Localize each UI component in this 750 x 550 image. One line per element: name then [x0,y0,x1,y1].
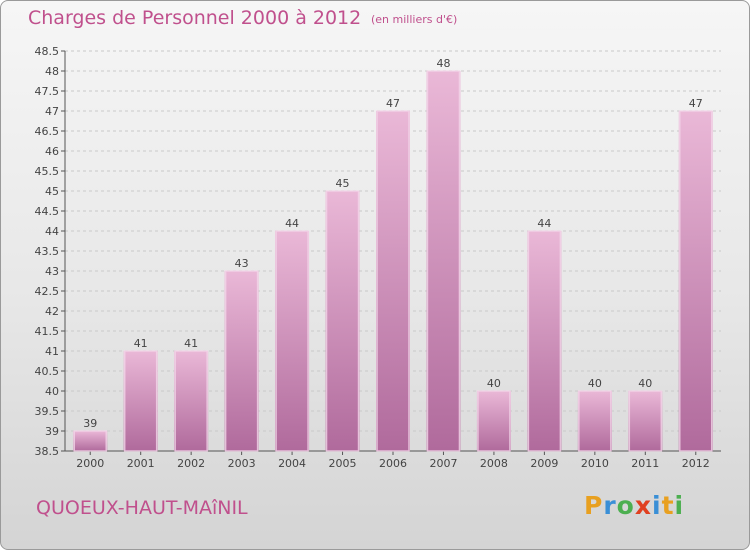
logo-letter: o [616,491,635,520]
bar-2001 [123,351,158,451]
data-label: 41 [184,337,198,350]
data-label: 44 [537,217,551,230]
bar-highlight [73,430,107,452]
y-tick-label: 48.5 [35,45,60,58]
y-tick-label: 46 [45,145,59,158]
bar-highlight [376,110,410,452]
y-tick-label: 43 [45,265,59,278]
y-tick-label: 40 [45,385,59,398]
bar-highlight [679,110,713,452]
x-tick-label: 2006 [379,457,407,470]
data-label: 40 [588,377,602,390]
bar-2002 [174,351,209,451]
x-tick-label: 2003 [228,457,256,470]
y-tick-label: 38.5 [35,445,60,458]
y-tick-label: 40.5 [35,365,60,378]
proxiti-logo: Proxiti [584,491,684,520]
bar-2007 [426,71,461,451]
bar-2003 [224,271,259,451]
y-tick-label: 41 [45,345,59,358]
bar-2009 [527,231,562,451]
bar-2010 [577,391,612,451]
bar-highlight [275,230,309,452]
x-tick-label: 2010 [581,457,609,470]
bar-highlight [578,390,612,452]
x-tick-label: 2011 [631,457,659,470]
logo-letter: x [634,491,652,520]
x-tick-label: 2004 [278,457,306,470]
chart-unit-note: (en milliers d'€) [371,13,458,26]
x-tick-label: 2009 [530,457,558,470]
x-tick-label: 2001 [127,457,155,470]
bar-2011 [628,391,663,451]
x-tick-label: 2005 [329,457,357,470]
bar-2006 [376,111,410,451]
bar-highlight [123,350,158,452]
logo-letter: P [584,491,604,520]
y-tick-label: 47.5 [35,85,60,98]
logo-letter: i [674,491,685,520]
bar-highlight [628,390,663,452]
y-tick-label: 42 [45,305,59,318]
data-label: 47 [689,97,703,110]
bar-highlight [174,350,208,452]
bar-highlight [325,190,360,452]
commune-name: QUOEUX-HAUT-MAîNIL [36,497,248,519]
x-tick-label: 2012 [682,457,710,470]
data-label: 45 [336,177,350,190]
data-label: 40 [638,377,652,390]
y-tick-label: 39.5 [35,405,60,418]
data-label: 48 [436,57,450,70]
data-label: 47 [386,97,400,110]
bar-highlight [477,390,511,452]
y-tick-label: 39 [45,425,59,438]
data-label: 39 [83,417,97,430]
logo-letter: i [652,491,662,520]
bar-highlight [224,270,259,452]
bar-2000 [73,431,108,451]
x-tick-label: 2007 [429,457,457,470]
y-tick-label: 45 [45,185,59,198]
logo-letter: r [603,491,617,520]
y-tick-label: 44 [45,225,59,238]
y-tick-label: 42.5 [35,285,60,298]
y-tick-label: 46.5 [35,125,60,138]
bar-highlight [527,230,562,452]
x-tick-label: 2000 [76,457,104,470]
data-label: 40 [487,377,501,390]
x-tick-label: 2002 [177,457,205,470]
data-label: 44 [285,217,299,230]
chart-title: Charges de Personnel 2000 à 2012 [28,7,362,29]
bar-2005 [325,191,360,451]
bar-2004 [275,231,310,451]
data-label: 43 [235,257,249,270]
y-tick-label: 45.5 [35,165,60,178]
y-tick-label: 41.5 [35,325,60,338]
bar-2012 [678,111,713,451]
bar-2008 [476,391,511,451]
y-tick-label: 44.5 [35,205,60,218]
y-tick-label: 48 [45,65,59,78]
data-label: 41 [134,337,148,350]
x-tick-label: 2008 [480,457,508,470]
y-tick-label: 43.5 [35,245,60,258]
bar-highlight [426,70,461,452]
y-tick-label: 47 [45,105,59,118]
logo-letter: t [661,491,675,520]
